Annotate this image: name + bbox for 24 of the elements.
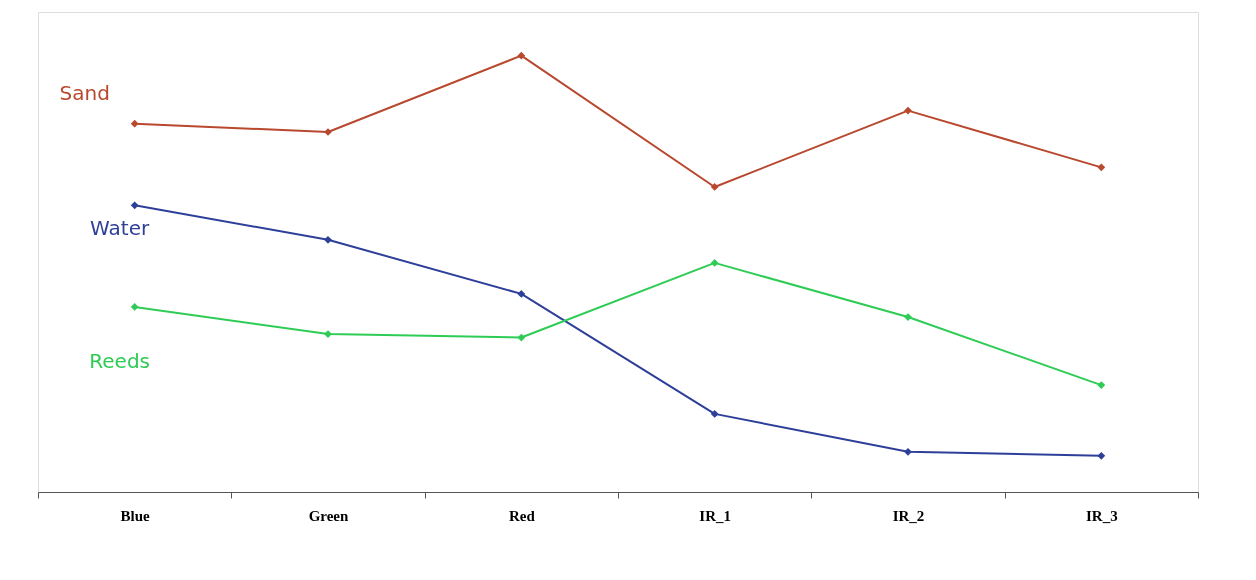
point xyxy=(710,410,719,418)
point xyxy=(1097,163,1106,172)
point xyxy=(1097,451,1106,460)
x-tick-label: Blue xyxy=(120,507,151,524)
point xyxy=(517,51,526,60)
x-tick-label: Green xyxy=(308,507,350,524)
x-tick-label: Red xyxy=(508,507,536,524)
point xyxy=(710,183,719,191)
point xyxy=(710,259,719,267)
x-tick-label: IR_2 xyxy=(892,507,925,524)
point xyxy=(324,235,332,244)
x-tick-label: IR_1 xyxy=(699,507,731,524)
series-label: Reeds xyxy=(89,348,151,373)
x-tick-label: IR_3 xyxy=(1086,507,1118,524)
series-label: Water xyxy=(90,216,150,241)
point xyxy=(1097,381,1106,389)
series-label: Sand xyxy=(59,80,110,105)
point xyxy=(904,106,912,115)
point xyxy=(130,119,139,128)
point xyxy=(517,290,526,298)
point xyxy=(904,447,912,456)
point xyxy=(517,333,526,342)
point xyxy=(130,303,139,311)
point xyxy=(130,201,139,210)
